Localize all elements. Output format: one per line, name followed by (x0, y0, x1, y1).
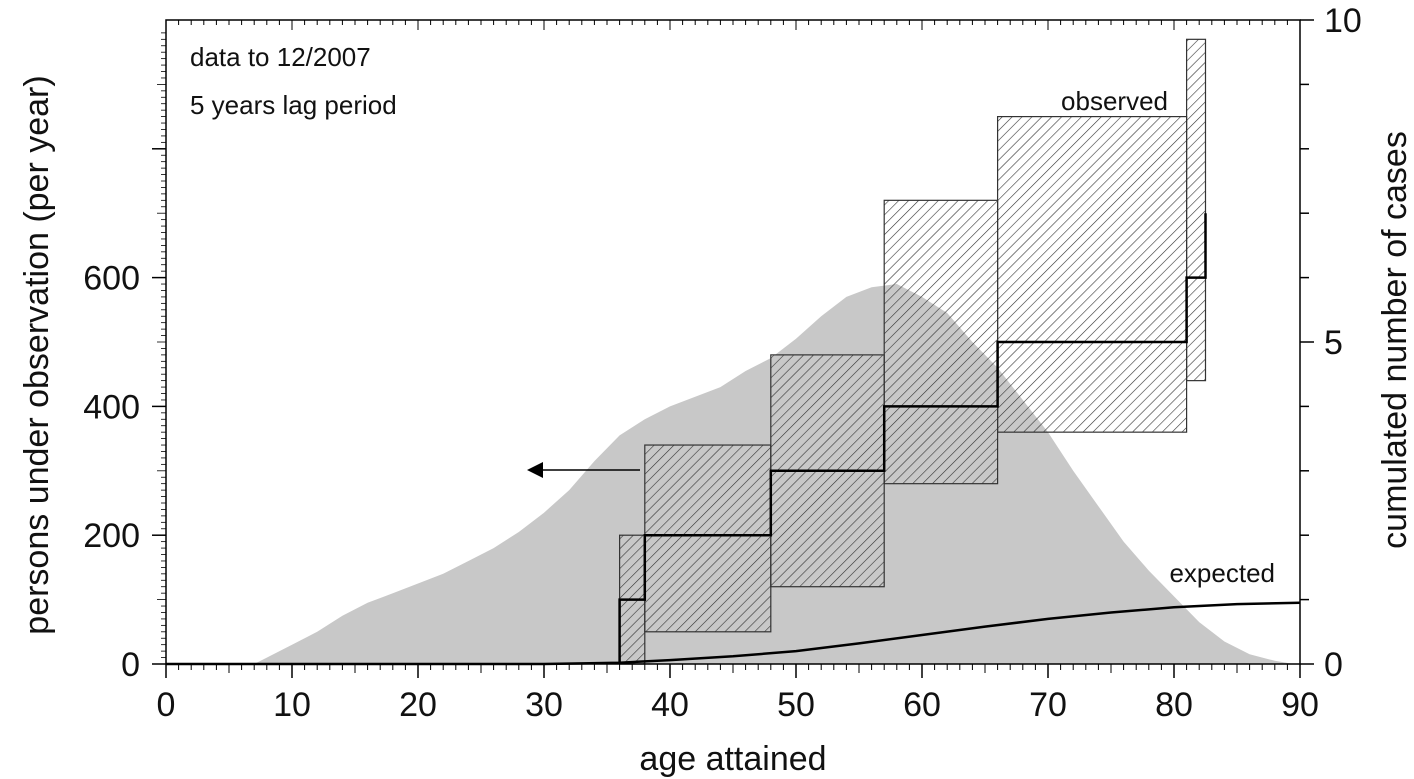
ci-box (996, 115, 1188, 433)
y-left-axis-title: persons under observation (per year) (18, 75, 56, 634)
y-right-axis-title: cumulated number of cases (1376, 131, 1414, 549)
x-tick-label: 0 (157, 686, 176, 724)
arrow-to-left-axis (527, 462, 640, 478)
label-expected: expected (1169, 558, 1275, 588)
annotation-data-to: data to 12/2007 (190, 42, 371, 72)
x-tick-label: 90 (1281, 686, 1319, 724)
ci-box (1185, 38, 1207, 382)
annotation-lag-period: 5 years lag period (190, 90, 397, 120)
expected-line (166, 601, 1301, 666)
y-left-tick-label: 600 (83, 260, 140, 298)
x-tick-label: 80 (1155, 686, 1193, 724)
observed-step-line (618, 213, 1207, 664)
x-tick-label: 30 (525, 686, 563, 724)
lines-layer (166, 213, 1301, 666)
x-axis-title: age attained (639, 740, 826, 778)
x-tick-label: 40 (651, 686, 689, 724)
x-tick-label: 70 (1029, 686, 1067, 724)
x-tick-label: 20 (399, 686, 437, 724)
ci-box (644, 444, 772, 633)
label-observed: observed (1061, 86, 1168, 116)
frame-layer (152, 19, 1314, 678)
y-right-tick-label: 0 (1324, 646, 1343, 684)
x-tick-label: 50 (777, 686, 815, 724)
y-left-tick-label: 200 (83, 517, 140, 555)
ci-box (883, 199, 999, 485)
annotations: data to 12/2007 5 years lag period (190, 42, 397, 120)
y-right-tick-label: 10 (1324, 2, 1362, 40)
y-left-tick-label: 400 (83, 388, 140, 426)
y-right-tick-label: 5 (1324, 324, 1343, 362)
y-left-tick-label: 0 (121, 646, 140, 684)
x-tick-label: 60 (903, 686, 941, 724)
arrow-head-icon (527, 462, 543, 478)
x-tick-label: 10 (273, 686, 311, 724)
